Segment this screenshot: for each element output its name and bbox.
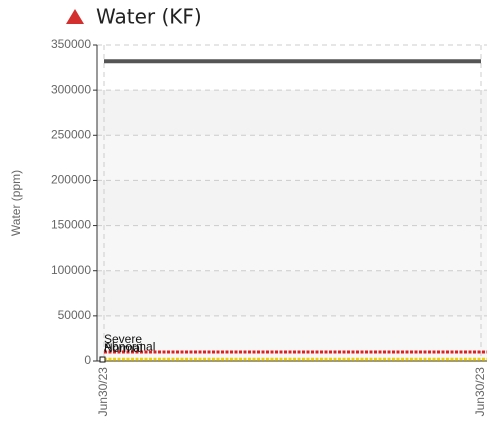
plot-band xyxy=(97,315,487,361)
x-tick-label: Jun30/23 xyxy=(96,367,110,417)
y-tick-label: 100000 xyxy=(51,263,91,277)
threshold-marker xyxy=(99,356,106,363)
plot-band xyxy=(97,225,487,271)
y-tick-label: 150000 xyxy=(51,218,91,232)
chart-title: Water (KF) xyxy=(96,5,202,29)
threshold-label: Abnormal xyxy=(104,339,155,353)
y-axis-label: Water (ppm) xyxy=(9,170,23,236)
plot-band xyxy=(97,180,487,226)
x-tick-label: Jun30/23 xyxy=(473,367,487,417)
title-icon xyxy=(66,9,84,24)
y-tick-label: 200000 xyxy=(51,173,91,187)
y-tick-label: 350000 xyxy=(51,37,91,51)
y-tick-label: 300000 xyxy=(51,82,91,96)
plot-band xyxy=(97,270,487,316)
plot-band xyxy=(97,135,487,181)
y-tick-label: 50000 xyxy=(58,308,92,322)
plot-band xyxy=(97,90,487,136)
y-tick-label: 250000 xyxy=(51,127,91,141)
threshold-label: Normal xyxy=(104,341,143,355)
y-tick-label: 0 xyxy=(84,353,91,367)
threshold-label: Severe xyxy=(104,332,142,346)
